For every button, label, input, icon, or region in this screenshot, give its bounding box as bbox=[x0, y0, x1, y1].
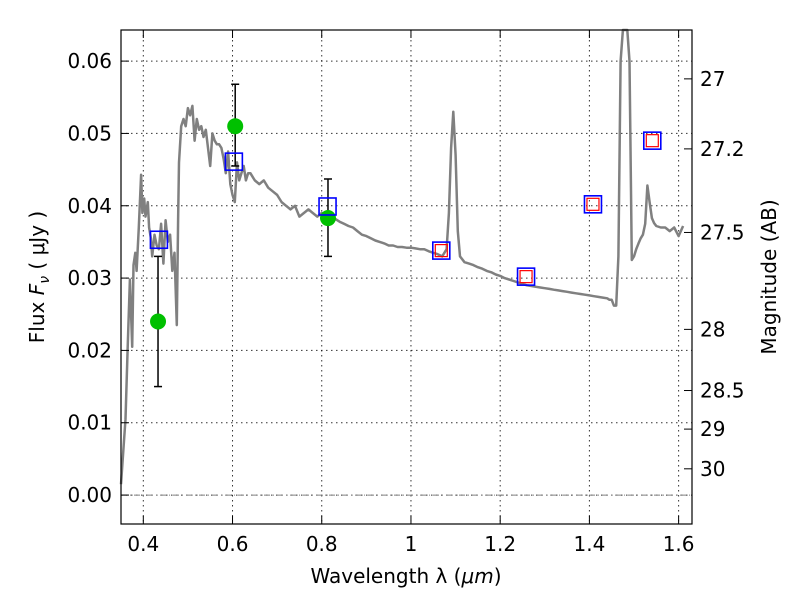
x-axis-label-close: ) bbox=[494, 564, 502, 588]
marker-square-blue bbox=[642, 131, 662, 150]
y2-tick-label: 28.5 bbox=[700, 379, 745, 403]
y2-tick-label: 27.5 bbox=[700, 220, 745, 244]
y-axis-label-unit: ( μJy ) bbox=[25, 211, 49, 276]
x-tick-label: 0.8 bbox=[306, 532, 338, 556]
y-tick-label: 0.03 bbox=[67, 266, 112, 290]
x-axis-label-text: Wavelength λ ( bbox=[310, 564, 461, 588]
y-axis-label: Flux Fν ( μJy ) bbox=[25, 211, 53, 343]
x-axis-label-unit: μm bbox=[460, 564, 493, 588]
y-tick-label: 0.06 bbox=[67, 49, 112, 73]
y-tick-label: 0.05 bbox=[67, 121, 112, 145]
x-tick-label: 1.4 bbox=[573, 532, 605, 556]
ticks-layer: 0.4 0.6 0.8 1 1.2 1.4 1.6 0.00 0.01 0.02 0.03 0.04 0… bbox=[67, 30, 745, 556]
x-tick-label: 1 bbox=[405, 532, 418, 556]
data-point-green bbox=[150, 313, 167, 330]
y-axis-label-subscript: ν bbox=[37, 276, 53, 284]
y-tick-label: 0.02 bbox=[67, 338, 112, 362]
marker-square-red bbox=[519, 270, 533, 284]
data-point-green bbox=[319, 210, 336, 227]
spectrum-layer bbox=[119, 28, 685, 485]
y-axis-label-symbol: F bbox=[25, 283, 49, 295]
marker-square-blue bbox=[149, 230, 169, 250]
y2-tick-label: 27 bbox=[700, 67, 725, 91]
spectrum-line bbox=[119, 28, 685, 485]
x-axis-label: Wavelength λ (μm) bbox=[310, 564, 501, 588]
x-tick-label: 0.6 bbox=[217, 532, 249, 556]
y2-axis-label: Magnitude (AB) bbox=[757, 199, 781, 354]
marker-square-blue bbox=[583, 195, 603, 214]
squares-layer bbox=[149, 131, 662, 286]
x-tick-label: 1.2 bbox=[484, 532, 516, 556]
y-tick-label: 0.04 bbox=[67, 194, 112, 218]
y2-tick-label: 30 bbox=[700, 457, 725, 481]
x-tick-label: 1.6 bbox=[663, 532, 695, 556]
x-tick-label: 0.4 bbox=[127, 532, 159, 556]
y-axis-label-text: Flux bbox=[25, 295, 49, 343]
marker-square-red bbox=[645, 134, 659, 148]
marker-square-blue bbox=[431, 241, 451, 260]
y-tick-label: 0.00 bbox=[67, 483, 112, 507]
marker-square-red bbox=[434, 244, 448, 258]
data-point-green bbox=[227, 118, 244, 135]
marker-square-blue bbox=[318, 197, 337, 216]
grid-layer bbox=[121, 30, 692, 524]
y2-tick-label: 28 bbox=[700, 317, 725, 341]
points-layer bbox=[150, 118, 336, 330]
marker-square-blue bbox=[224, 152, 244, 171]
y2-tick-label: 29 bbox=[700, 417, 725, 441]
y-tick-label: 0.01 bbox=[67, 411, 112, 435]
marker-square-blue bbox=[516, 267, 536, 286]
marker-square-red bbox=[586, 197, 600, 211]
plot-frame bbox=[120, 29, 693, 525]
y2-tick-label: 27.2 bbox=[700, 137, 745, 161]
